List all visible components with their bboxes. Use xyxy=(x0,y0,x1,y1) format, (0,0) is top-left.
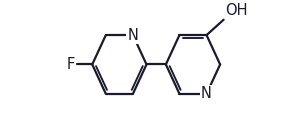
Text: N: N xyxy=(127,28,138,43)
Text: OH: OH xyxy=(225,3,248,18)
Text: N: N xyxy=(201,86,212,101)
Text: F: F xyxy=(67,57,75,72)
